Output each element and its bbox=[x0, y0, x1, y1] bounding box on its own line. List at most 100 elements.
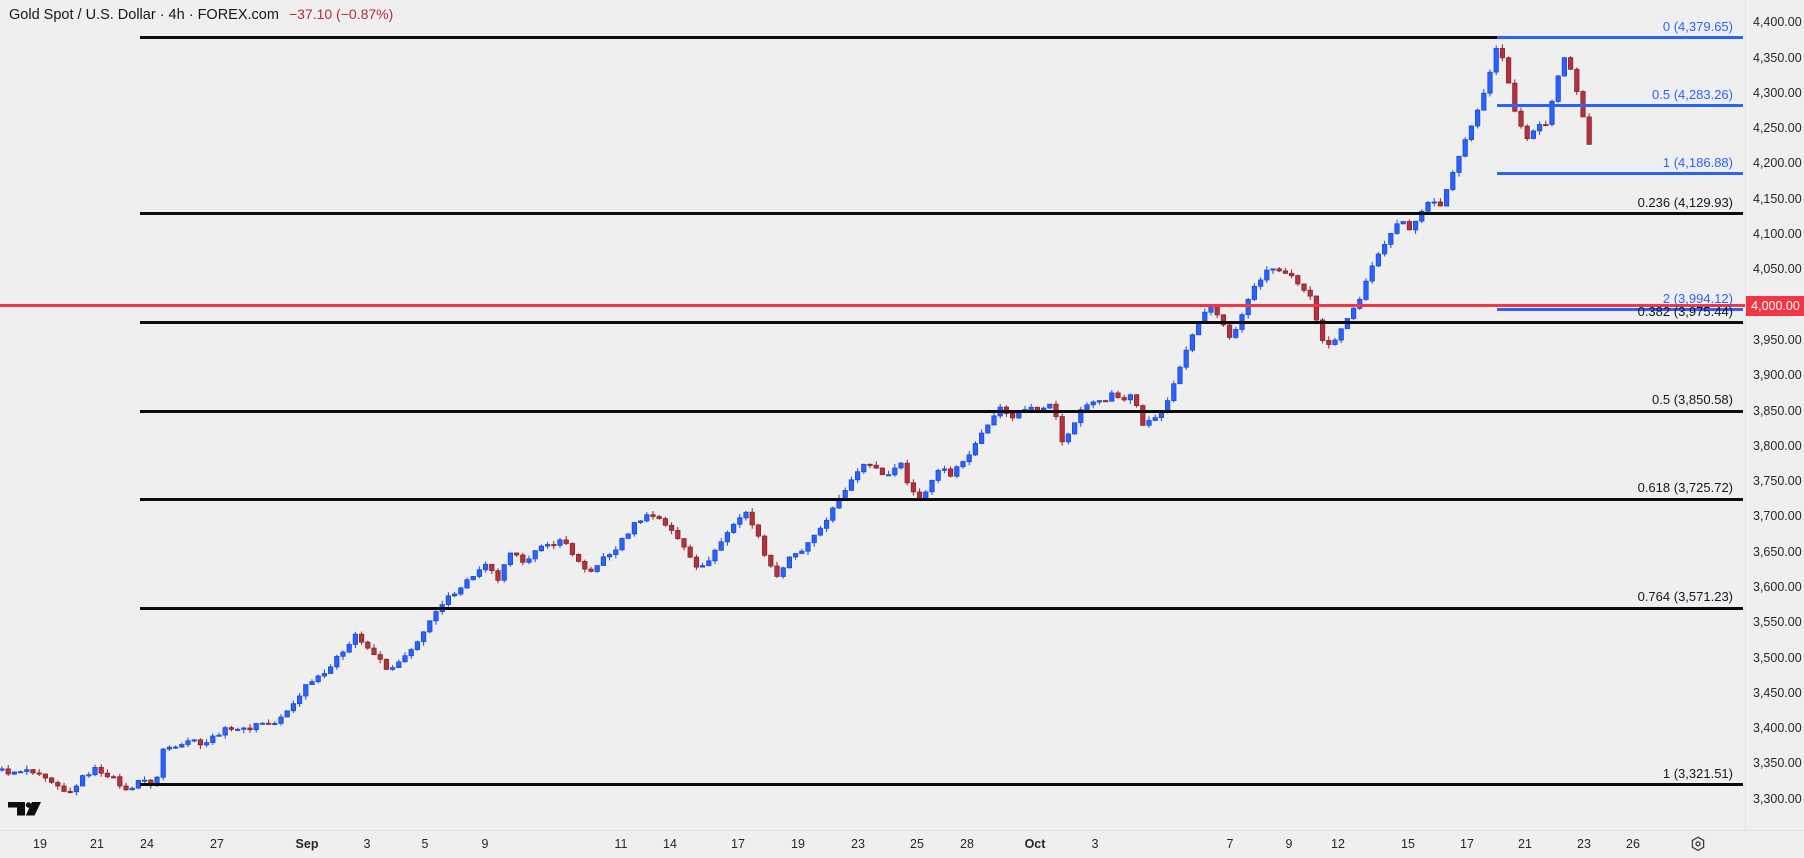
candle-up bbox=[309, 679, 315, 685]
candle-up bbox=[532, 550, 538, 563]
candle-up bbox=[706, 556, 712, 567]
candle-up bbox=[1158, 411, 1164, 422]
candle-down bbox=[1140, 404, 1146, 426]
fib-line-retracement-black-0[interactable] bbox=[140, 36, 1743, 40]
candle-up bbox=[303, 684, 309, 700]
candle-up bbox=[1555, 75, 1561, 104]
fib-line-retracement-black-0.764[interactable] bbox=[140, 606, 1743, 610]
candle-up bbox=[1258, 277, 1264, 290]
candle-up bbox=[1065, 432, 1071, 445]
time-tick: 7 bbox=[1226, 837, 1234, 851]
fib-line-extension-blue-1[interactable] bbox=[1497, 172, 1743, 176]
candle-up bbox=[1400, 221, 1406, 225]
candle-down bbox=[5, 765, 11, 776]
candle-up bbox=[1245, 298, 1251, 319]
candle-down bbox=[495, 568, 501, 584]
gear-icon[interactable] bbox=[1690, 836, 1706, 857]
candle-up bbox=[830, 506, 836, 523]
candle-down bbox=[1295, 274, 1301, 286]
candle-down bbox=[879, 467, 886, 476]
candle-up bbox=[1264, 266, 1270, 283]
time-tick: 19 bbox=[33, 837, 47, 851]
candle-down bbox=[904, 459, 910, 486]
candle-down bbox=[1524, 124, 1530, 142]
price-tick: 3,350.00 bbox=[1753, 756, 1802, 771]
candle-down bbox=[365, 640, 371, 650]
fib-label-retracement-black-1: 1 (3,321.51) bbox=[1662, 765, 1733, 781]
candle-down bbox=[563, 536, 569, 545]
candle-down bbox=[1543, 120, 1549, 127]
price-tick: 3,300.00 bbox=[1753, 791, 1802, 806]
candle-down bbox=[1499, 44, 1505, 62]
candle-up bbox=[625, 533, 631, 539]
fib-label-extension-blue-0: 0 (4,379.65) bbox=[1662, 18, 1733, 34]
candle-up bbox=[92, 764, 98, 777]
fib-line-retracement-black-0.5[interactable] bbox=[140, 409, 1743, 413]
price-tick: 4,050.00 bbox=[1753, 262, 1802, 277]
fib-line-retracement-black-1[interactable] bbox=[140, 783, 1743, 786]
time-tick: 21 bbox=[1518, 837, 1532, 851]
candle-up bbox=[1462, 137, 1468, 158]
candle-up bbox=[898, 461, 904, 470]
fib-line-retracement-black-0.236[interactable] bbox=[140, 212, 1743, 216]
candle-down bbox=[104, 769, 110, 779]
fib-line-extension-blue-2[interactable] bbox=[1497, 308, 1743, 312]
candle-down bbox=[768, 554, 774, 568]
fib-line-retracement-black-0.618[interactable] bbox=[140, 497, 1743, 501]
candle-up bbox=[172, 745, 179, 749]
time-tick: 9 bbox=[1285, 837, 1293, 851]
tradingview-logo[interactable] bbox=[8, 802, 42, 822]
time-tick: 27 bbox=[210, 837, 224, 851]
price-tick: 3,500.00 bbox=[1753, 650, 1802, 665]
time-tick: 19 bbox=[791, 837, 805, 851]
chart-plot-area[interactable]: 0.236 (4,129.93) 0.382 (3,975.44) 0.5 (3,8… bbox=[0, 0, 1745, 830]
candle-down bbox=[693, 554, 700, 570]
candle-up bbox=[824, 517, 830, 532]
fib-line-extension-blue-0[interactable] bbox=[1497, 36, 1743, 40]
candle-down bbox=[687, 544, 693, 559]
candle-down bbox=[576, 553, 582, 563]
candle-down bbox=[55, 780, 61, 790]
price-tick: 4,150.00 bbox=[1753, 191, 1802, 206]
candle-up bbox=[1481, 89, 1487, 111]
candle-down bbox=[1214, 305, 1220, 319]
candle-up bbox=[1109, 390, 1115, 402]
candle-down bbox=[1276, 267, 1282, 273]
candle-down bbox=[247, 724, 253, 733]
candle-up bbox=[327, 664, 334, 674]
candle-down bbox=[1301, 283, 1307, 293]
fib-line-retracement-black-0.382[interactable] bbox=[140, 321, 1743, 325]
fib-line-extension-blue-0.5[interactable] bbox=[1497, 104, 1743, 108]
price-tick: 4,350.00 bbox=[1753, 50, 1802, 65]
candle-up bbox=[216, 732, 222, 737]
candle-up bbox=[389, 665, 396, 671]
candle-up bbox=[600, 553, 607, 566]
time-axis[interactable]: 19 21 24 27 Sep 3 5 9 11 14 17 19 23 25 28 Oct 3 7 9 12 15 17… bbox=[0, 830, 1804, 858]
time-tick: 24 bbox=[140, 837, 154, 851]
candle-down bbox=[111, 775, 117, 779]
time-tick: 14 bbox=[663, 837, 677, 851]
candle-up bbox=[24, 765, 30, 775]
fib-label-extension-blue-2: 2 (3,994.12) bbox=[1662, 290, 1733, 306]
candle-up bbox=[129, 786, 135, 791]
candle-up bbox=[724, 530, 731, 546]
candle-down bbox=[1059, 413, 1065, 446]
price-axis[interactable]: 3,300.00 3,350.00 3,400.00 3,450.00 3,500.00… bbox=[1745, 0, 1804, 830]
candle-up bbox=[1369, 261, 1375, 284]
candle-up bbox=[1189, 333, 1195, 353]
candle-up bbox=[644, 512, 650, 523]
horizontal-price-line[interactable] bbox=[0, 304, 1745, 307]
candle-up bbox=[538, 544, 545, 552]
candle-up bbox=[700, 562, 706, 568]
candle-down bbox=[1289, 269, 1295, 279]
candle-up bbox=[464, 577, 470, 589]
candlestick-series bbox=[0, 44, 1592, 796]
candle-up bbox=[985, 424, 991, 434]
candle-down bbox=[1568, 56, 1574, 70]
candle-up bbox=[185, 737, 191, 748]
candle-down bbox=[681, 538, 687, 551]
symbol-title[interactable]: Gold Spot / U.S. Dollar · 4h · FOREX.com bbox=[9, 7, 279, 23]
candle-up bbox=[1270, 268, 1276, 275]
candle-up bbox=[1072, 422, 1078, 435]
